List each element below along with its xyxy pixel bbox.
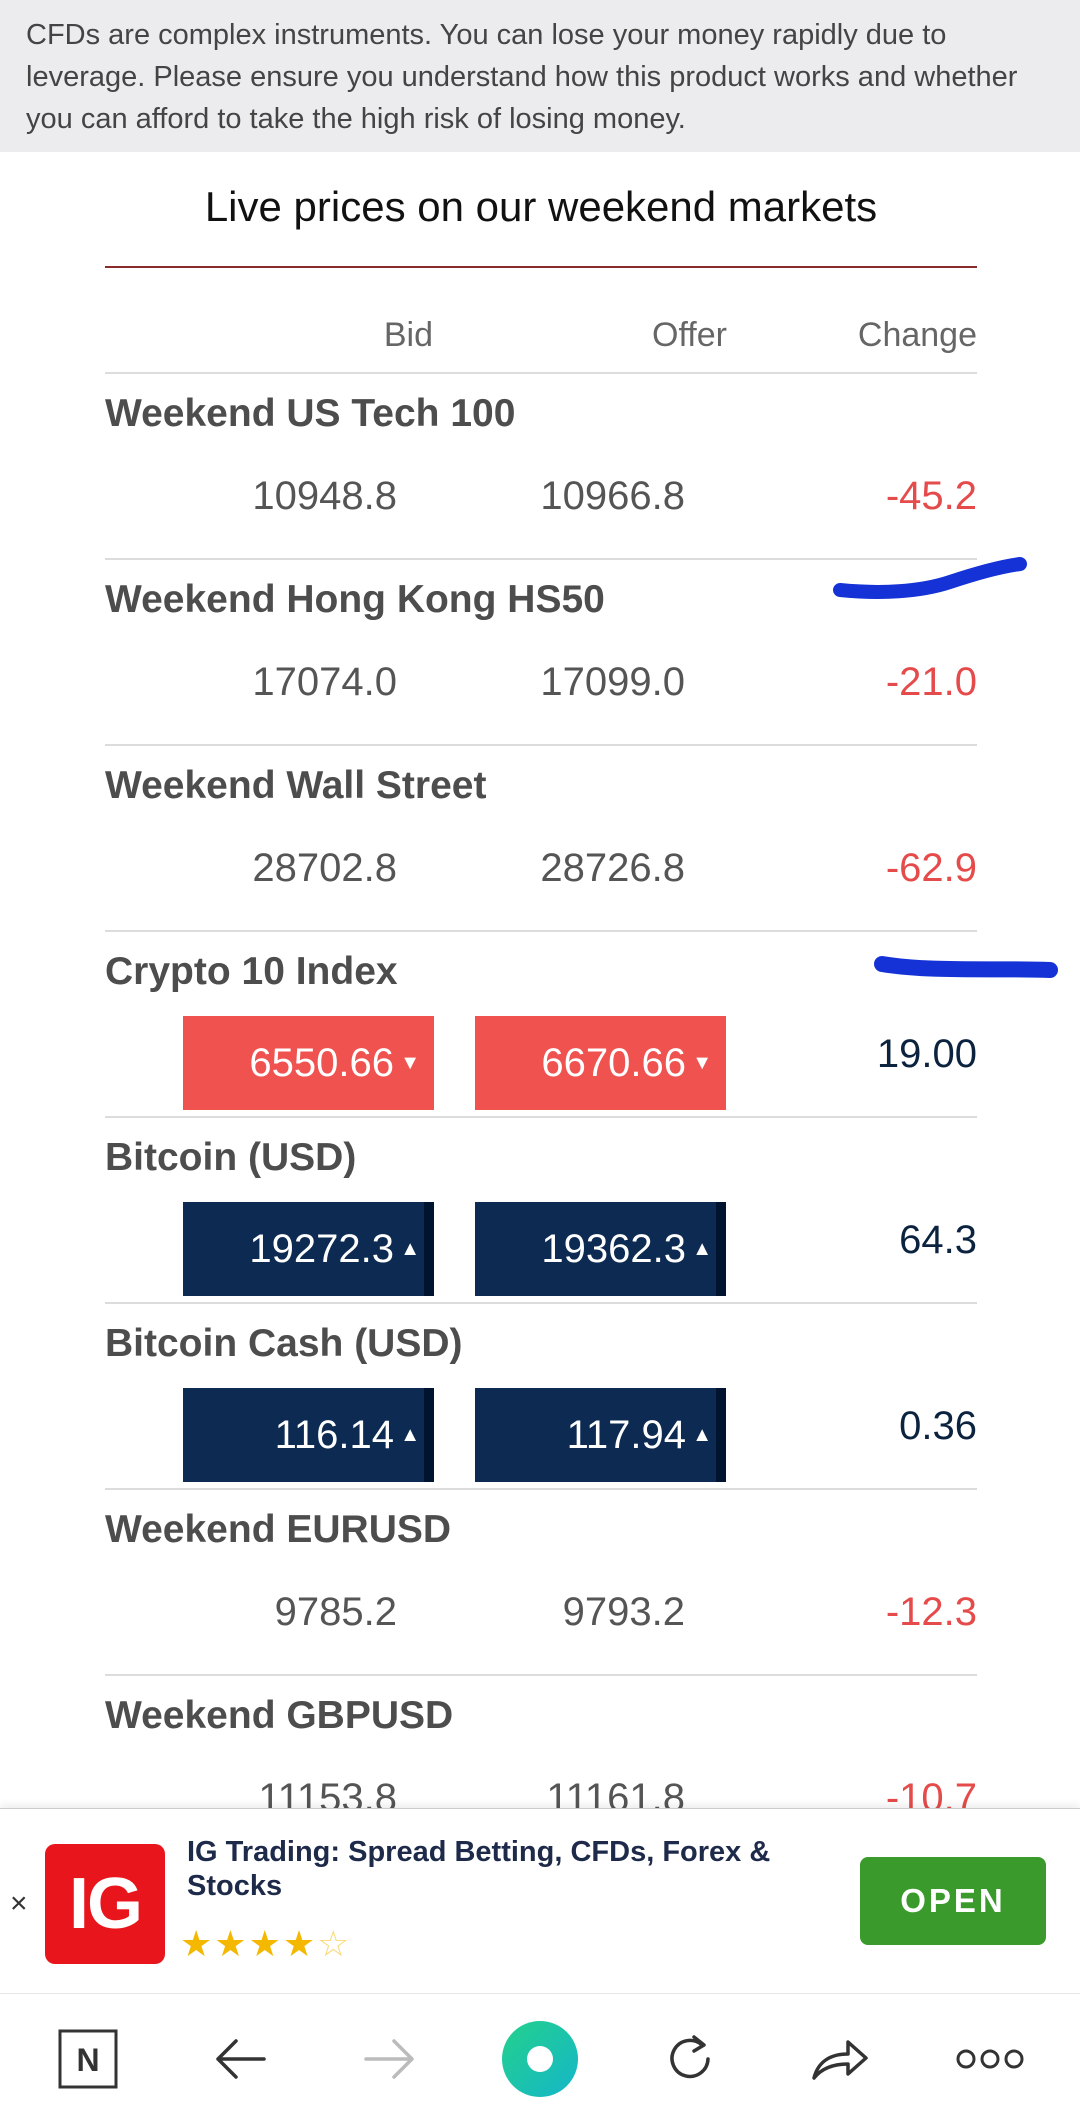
bid-price-tile[interactable]: 116.14 ▲ — [183, 1388, 434, 1482]
offer-price: 28726.8 — [540, 846, 685, 890]
section-title: Live prices on our weekend markets — [204, 183, 878, 230]
market-name: Weekend Hong Kong HS50 — [105, 578, 605, 621]
star-icon: ★ — [180, 1923, 215, 1964]
column-header-bid: Bid — [383, 316, 433, 354]
market-name: Bitcoin Cash (USD) — [105, 1322, 463, 1365]
price-change: 19.00 — [876, 1032, 977, 1076]
market-name: Crypto 10 Index — [105, 950, 398, 993]
market-name: Weekend GBPUSD — [105, 1694, 454, 1737]
star-icon: ★ — [282, 1923, 318, 1964]
price-change: -45.2 — [885, 474, 977, 518]
offer-price-tile[interactable]: 19362.3 ▲ — [475, 1202, 726, 1296]
market-row[interactable]: Weekend Wall Street 28702.8 28726.8 -62.… — [105, 746, 977, 932]
ad-title[interactable]: IG Trading: Spread Betting, CFDs, Forex … — [187, 1836, 771, 1902]
bid-price-tile[interactable]: 6550.66 ▼ — [183, 1016, 434, 1110]
annotation-scribble-top — [833, 557, 1027, 599]
forward-icon[interactable] — [340, 2014, 440, 2104]
market-row[interactable]: Crypto 10 Index 6550.66 ▼ 6670.66 ▼ 19.0… — [105, 932, 977, 1118]
market-name: Weekend EURUSD — [105, 1508, 452, 1551]
browser-nav-bar: N — [0, 1993, 1080, 2124]
title-divider — [105, 266, 977, 268]
share-icon[interactable] — [790, 2014, 890, 2104]
bid-price: 19272.3 — [249, 1226, 394, 1271]
tile-edge — [716, 1388, 726, 1482]
column-header-change: Change — [857, 316, 977, 354]
price-up-icon: ▲ — [692, 1423, 712, 1446]
bid-price: 28702.8 — [252, 846, 397, 890]
star-outline-icon: ☆ — [317, 1923, 352, 1964]
market-row[interactable]: Bitcoin Cash (USD) 116.14 ▲ 117.94 ▲ 0.3… — [105, 1304, 977, 1490]
ig-logo: IG — [45, 1844, 165, 1964]
star-icon: ★ — [214, 1923, 249, 1964]
offer-price: 17099.0 — [540, 660, 685, 704]
back-icon[interactable] — [190, 2014, 290, 2104]
price-change: 64.3 — [899, 1218, 977, 1262]
price-up-icon: ▲ — [400, 1423, 420, 1446]
price-change: -21.0 — [885, 660, 977, 704]
market-row[interactable]: Weekend US Tech 100 10948.8 10966.8 -45.… — [105, 374, 977, 560]
home-icon[interactable] — [490, 2014, 590, 2104]
bid-price: 116.14 — [274, 1412, 394, 1457]
tile-edge — [716, 1202, 726, 1296]
risk-warning-banner: CFDs are complex instruments. You can lo… — [0, 0, 1080, 152]
price-down-icon: ▼ — [400, 1051, 420, 1074]
offer-price: 9793.2 — [562, 1590, 685, 1634]
offer-price: 10966.8 — [540, 474, 685, 518]
market-name: Weekend US Tech 100 — [105, 392, 516, 435]
annotation-scribble-bottom — [874, 956, 1058, 978]
bid-price: 9785.2 — [274, 1590, 397, 1634]
column-header-offer: Offer — [652, 316, 727, 354]
bid-price: 17074.0 — [252, 660, 397, 704]
market-row[interactable]: Weekend EURUSD 9785.2 9793.2 -12.3 — [105, 1490, 977, 1676]
market-name: Weekend Wall Street — [105, 764, 487, 807]
svg-text:N: N — [76, 2042, 99, 2078]
price-change: -12.3 — [885, 1590, 977, 1634]
market-row[interactable]: Weekend Hong Kong HS50 17074.0 17099.0 -… — [105, 560, 977, 746]
app-install-ad[interactable]: × IG IG Trading: Spread Betting, CFDs, F… — [0, 1808, 1080, 1994]
offer-price-tile[interactable]: 117.94 ▲ — [475, 1388, 726, 1482]
tabs-icon[interactable]: N — [38, 2014, 138, 2104]
bid-price-tile[interactable]: 19272.3 ▲ — [183, 1202, 434, 1296]
offer-price: 19362.3 — [541, 1226, 686, 1271]
market-row[interactable]: Bitcoin (USD) 19272.3 ▲ 19362.3 ▲ 64.3 — [105, 1118, 977, 1304]
offer-price: 117.94 — [566, 1412, 686, 1457]
open-app-button[interactable]: OPEN — [860, 1857, 1046, 1945]
price-change: 0.36 — [899, 1404, 977, 1448]
tile-edge — [424, 1202, 434, 1296]
price-up-icon: ▲ — [400, 1237, 420, 1260]
star-rating: ★★★★☆ — [180, 1923, 351, 1965]
price-up-icon: ▲ — [692, 1237, 712, 1260]
bid-price: 6550.66 — [249, 1040, 394, 1085]
offer-price-tile[interactable]: 6670.66 ▼ — [475, 1016, 726, 1110]
tile-edge — [424, 1388, 434, 1482]
price-down-icon: ▼ — [692, 1051, 712, 1074]
ad-close-icon[interactable]: × — [10, 1887, 28, 1920]
star-icon: ★ — [248, 1923, 283, 1964]
offer-price: 6670.66 — [541, 1040, 686, 1085]
bid-price: 10948.8 — [252, 474, 397, 518]
market-name: Bitcoin (USD) — [105, 1136, 357, 1179]
header-divider — [105, 372, 977, 374]
more-icon[interactable] — [940, 2014, 1040, 2104]
reload-icon[interactable] — [640, 2014, 740, 2104]
price-change: -62.9 — [885, 846, 977, 890]
